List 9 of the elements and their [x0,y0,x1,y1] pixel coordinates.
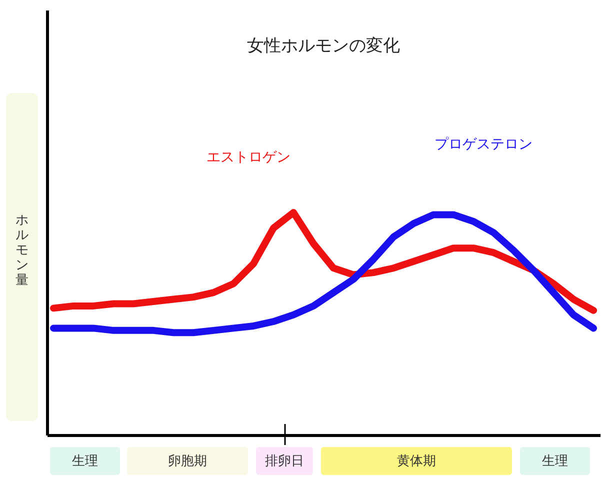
text: 生理 [542,454,568,469]
text: 黄体期 [397,454,436,469]
text: 生理 [72,454,98,469]
text: 卵胞期 [168,454,207,469]
text: エストロゲン [206,149,290,166]
text: プロゲステロン [434,136,532,153]
text: 排卵日 [265,454,304,469]
y-axis-title: ホルモン量 [16,213,28,288]
chart-title: 女性ホルモンの変化 [247,36,400,56]
